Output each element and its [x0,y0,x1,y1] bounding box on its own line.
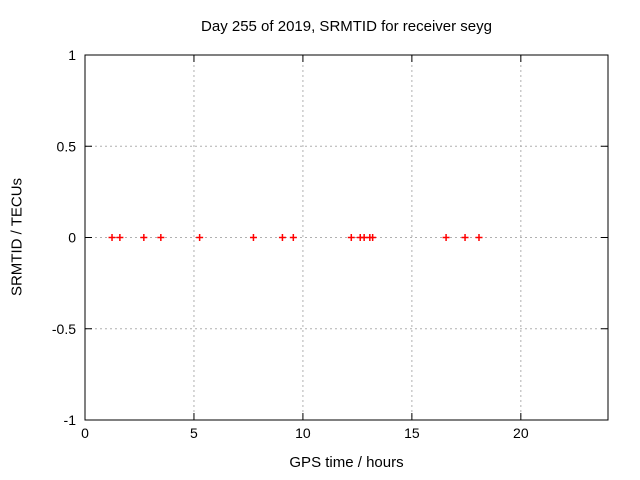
x-tick-label: 15 [404,425,420,441]
y-tick-label: 0.5 [57,138,77,154]
y-tick-label: -0.5 [52,321,76,337]
y-tick-label: 1 [68,47,76,63]
x-tick-label: 0 [81,425,89,441]
chart-title: Day 255 of 2019, SRMTID for receiver sey… [201,18,492,35]
y-tick-label: 0 [68,230,76,246]
x-tick-label: 5 [190,425,198,441]
x-tick-label: 20 [513,425,529,441]
x-tick-label: 10 [295,425,311,441]
x-axis-label: GPS time / hours [289,454,404,471]
y-tick-label: -1 [64,412,77,428]
